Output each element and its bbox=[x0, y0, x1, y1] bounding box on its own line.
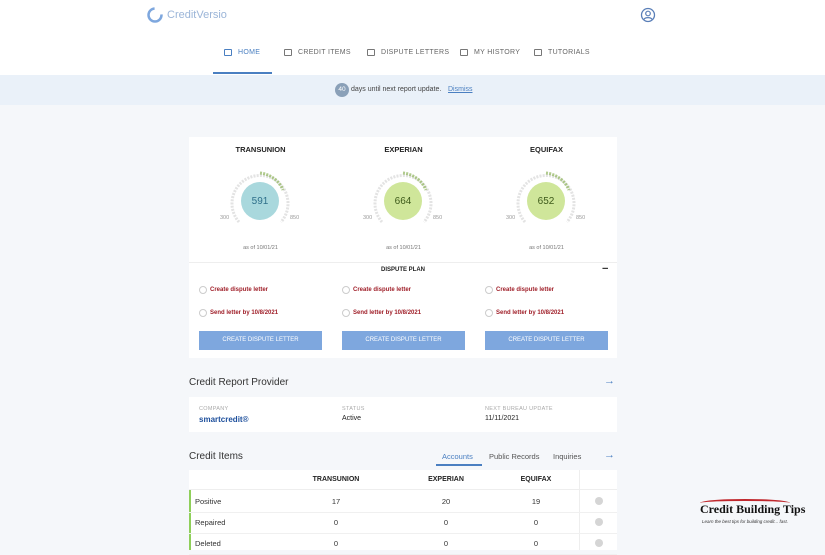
row-value: 0 bbox=[333, 539, 339, 548]
provider-label: COMPANY bbox=[199, 406, 229, 412]
task-check[interactable] bbox=[342, 286, 350, 294]
report-date: as of 10/01/21 bbox=[529, 245, 564, 251]
score-gauge bbox=[230, 171, 290, 223]
bureau-name: EXPERIAN bbox=[384, 145, 423, 154]
tab[interactable]: Accounts bbox=[442, 452, 473, 461]
tab[interactable]: Inquiries bbox=[553, 452, 582, 461]
create-letter-button[interactable]: CREATE DISPUTE LETTER bbox=[485, 331, 608, 350]
row-value: 20 bbox=[441, 497, 451, 506]
row-label: Repaired bbox=[195, 518, 226, 527]
row-value: 0 bbox=[443, 518, 449, 527]
task: Create dispute letter bbox=[496, 287, 555, 293]
report-date: as of 10/01/21 bbox=[243, 245, 278, 251]
banner-text: days until next report update. bbox=[351, 86, 442, 93]
gauge-min: 300 bbox=[220, 215, 230, 221]
watermark-subtitle: Learn the best tips for building credit.… bbox=[702, 519, 789, 524]
watermark-swoosh bbox=[700, 499, 790, 507]
credit-items-table: TRANSUNION EXPERIAN EQUIFAX Positive 17 20 19 R… bbox=[189, 470, 617, 555]
table-header-bg bbox=[189, 470, 617, 490]
nav-icon bbox=[534, 49, 542, 56]
dismiss-link[interactable]: Dismiss bbox=[448, 86, 473, 93]
provider-value: smartcredit® bbox=[199, 415, 249, 424]
tab-underline bbox=[436, 464, 482, 466]
positive-bar bbox=[189, 490, 191, 550]
score-gauge bbox=[516, 171, 576, 223]
bureau-name: EQUIFAX bbox=[530, 145, 563, 154]
column-divider bbox=[579, 470, 580, 550]
task: Create dispute letter bbox=[210, 287, 269, 293]
days-badge: 40 bbox=[335, 83, 349, 97]
nav-item[interactable]: HOME bbox=[238, 49, 261, 56]
nav-icon bbox=[367, 49, 375, 56]
create-letter-button[interactable]: CREATE DISPUTE LETTER bbox=[342, 331, 465, 350]
task: Send letter by 10/8/2021 bbox=[496, 310, 565, 316]
dispute-plan-toggle[interactable]: − bbox=[602, 263, 609, 275]
dispute-plan-title: DISPUTE PLAN bbox=[380, 267, 425, 273]
row-divider bbox=[189, 512, 617, 513]
row-info-icon[interactable] bbox=[595, 518, 603, 526]
gauge-min: 300 bbox=[506, 215, 516, 221]
row-value: 0 bbox=[533, 518, 539, 527]
user-icon[interactable] bbox=[640, 7, 656, 23]
column-header: EXPERIAN bbox=[428, 476, 464, 483]
logo-text[interactable]: CreditVersio bbox=[167, 9, 227, 21]
row-divider bbox=[189, 533, 617, 534]
credit-items-arrow[interactable]: → bbox=[604, 449, 615, 461]
provider-arrow[interactable]: → bbox=[604, 375, 615, 387]
nav-active-underline bbox=[213, 72, 272, 74]
task-check[interactable] bbox=[342, 309, 350, 317]
nav-icon bbox=[284, 49, 292, 56]
report-date: as of 10/01/21 bbox=[386, 245, 421, 251]
nav-icon bbox=[224, 49, 232, 56]
create-letter-button[interactable]: CREATE DISPUTE LETTER bbox=[199, 331, 322, 350]
tab[interactable]: Public Records bbox=[489, 452, 540, 461]
banner bbox=[0, 75, 825, 105]
provider-value: Active bbox=[342, 415, 362, 422]
row-label: Positive bbox=[195, 497, 222, 506]
row-value: 19 bbox=[531, 497, 541, 506]
logo-icon bbox=[147, 7, 163, 23]
score-gauge bbox=[373, 171, 433, 223]
row-label: Deleted bbox=[195, 539, 221, 548]
task-check[interactable] bbox=[485, 286, 493, 294]
column-header: TRANSUNION bbox=[312, 476, 360, 483]
task: Send letter by 10/8/2021 bbox=[353, 310, 422, 316]
gauge-max: 850 bbox=[433, 215, 443, 221]
provider-label: STATUS bbox=[342, 406, 365, 412]
divider bbox=[189, 262, 617, 263]
row-info-icon[interactable] bbox=[595, 497, 603, 505]
task: Send letter by 10/8/2021 bbox=[210, 310, 279, 316]
gauge-max: 850 bbox=[290, 215, 300, 221]
provider-label: NEXT BUREAU UPDATE bbox=[485, 406, 553, 412]
row-value: 0 bbox=[533, 539, 539, 548]
column-header: EQUIFAX bbox=[520, 476, 552, 483]
task: Create dispute letter bbox=[353, 287, 412, 293]
provider-value: 11/11/2021 bbox=[485, 415, 519, 422]
score: 652 bbox=[537, 196, 555, 207]
header bbox=[0, 0, 825, 75]
nav-item[interactable]: TUTORIALS bbox=[548, 49, 590, 56]
row-info-icon[interactable] bbox=[595, 539, 603, 547]
provider-card: COMPANY smartcredit® STATUS Active NEXT BURE… bbox=[189, 397, 617, 432]
gauge-max: 850 bbox=[576, 215, 586, 221]
task-check[interactable] bbox=[199, 309, 207, 317]
row-value: 17 bbox=[331, 497, 341, 506]
nav-item[interactable]: CREDIT ITEMS bbox=[298, 49, 351, 56]
gauge-min: 300 bbox=[363, 215, 373, 221]
nav-icon bbox=[460, 49, 468, 56]
nav-item[interactable]: MY HISTORY bbox=[474, 49, 521, 56]
score: 591 bbox=[251, 196, 269, 207]
task-check[interactable] bbox=[485, 309, 493, 317]
task-check[interactable] bbox=[199, 286, 207, 294]
nav-item[interactable]: DISPUTE LETTERS bbox=[381, 49, 450, 56]
score: 664 bbox=[394, 196, 412, 207]
provider-title: Credit Report Provider bbox=[189, 377, 289, 388]
credit-items-title: Credit Items bbox=[189, 451, 243, 462]
row-value: 0 bbox=[443, 539, 449, 548]
row-value: 0 bbox=[333, 518, 339, 527]
bureau-name: TRANSUNION bbox=[235, 145, 286, 154]
scores-card: DISPUTE PLAN − TRANSUNION 591 300 850 as of … bbox=[189, 137, 617, 358]
